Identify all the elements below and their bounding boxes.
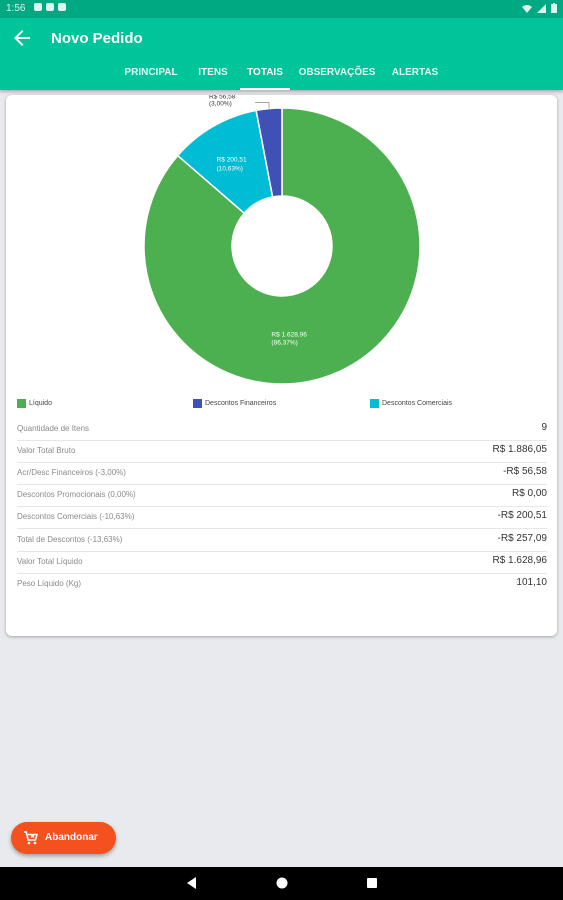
tab-principal[interactable]: PRINCIPAL (124, 67, 178, 78)
nav-recents-icon[interactable] (365, 876, 379, 890)
battery-icon (551, 3, 557, 13)
legend-item-liquido: Líquido (17, 399, 52, 408)
slice-label: R$ 200,51 (217, 157, 247, 164)
page-title: Novo Pedido (51, 30, 143, 47)
tab-bar: PRINCIPAL ITENS TOTAIS OBSERVAÇÕES ALERT… (0, 62, 563, 90)
legend-item-descontos-comerciais: Descontos Comerciais (370, 399, 452, 408)
slice-label: (86,37%) (271, 340, 297, 347)
legend-label: Descontos Financeiros (205, 400, 277, 407)
row-label: Peso Líquido (Kg) (17, 579, 82, 588)
row-label: Total de Descontos (-13,63%) (17, 535, 123, 544)
totals-row-promocionais: Descontos Promocionais (0,00%) R$ 0,00 (17, 484, 547, 507)
notification-icon (34, 3, 42, 11)
slice-label: (10,63%) (217, 166, 243, 173)
abandon-button[interactable]: Abandonar (11, 822, 116, 854)
row-value: -R$ 56,58 (503, 466, 547, 477)
cart-remove-icon (24, 831, 39, 845)
totals-row-quantidade: Quantidade de Itens 9 (17, 418, 547, 441)
row-value: R$ 1.628,96 (492, 555, 548, 566)
row-value: R$ 1.886,05 (492, 444, 548, 455)
notification-icons (34, 3, 66, 11)
legend-item-descontos-financeiros: Descontos Financeiros (193, 399, 276, 408)
legend-swatch (193, 399, 202, 408)
nav-home-icon[interactable] (275, 876, 289, 890)
leader-line (255, 102, 270, 109)
app-bar: Novo Pedido PRINCIPAL ITENS TOTAIS OBSER… (0, 18, 563, 90)
signal-icon (537, 3, 546, 13)
row-label: Descontos Comerciais (-10,63%) (17, 512, 135, 521)
totals-row-bruto: Valor Total Bruto R$ 1.886,05 (17, 440, 547, 463)
totals-row-financeiros: Acr/Desc Financeiros (-3,00%) -R$ 56,58 (17, 462, 547, 485)
tab-observacoes[interactable]: OBSERVAÇÕES (298, 67, 376, 78)
row-value: 9 (541, 422, 547, 433)
tab-alertas[interactable]: ALERTAS (391, 67, 439, 78)
totals-row-peso: Peso Líquido (Kg) 101,10 (17, 573, 547, 595)
row-value: R$ 0,00 (511, 488, 547, 499)
row-label: Descontos Promocionais (0,00%) (17, 490, 136, 499)
row-label: Valor Total Bruto (17, 446, 76, 455)
legend-swatch (17, 399, 26, 408)
row-label: Quantidade de Itens (17, 424, 90, 433)
totals-card: R$ 1.628,96 (86,37%) R$ 200,51 (10,63%) R$ 5… (6, 95, 557, 636)
row-label: Valor Total Líquido (17, 557, 83, 566)
totals-row-liquido: Valor Total Líquido R$ 1.628,96 (17, 551, 547, 574)
pie-slice (255, 107, 283, 198)
totals-row-comerciais: Descontos Comerciais (-10,63%) -R$ 200,5… (17, 506, 547, 529)
notification-icon (46, 3, 54, 11)
arrow-back-icon[interactable] (10, 26, 34, 50)
slice-label: R$ 56,58 (209, 95, 236, 101)
tab-itens[interactable]: ITENS (198, 67, 228, 78)
system-icons (522, 3, 557, 13)
legend-label: Descontos Comerciais (382, 400, 453, 407)
abandon-label: Abandonar (45, 832, 98, 843)
row-value: 101,10 (516, 577, 547, 588)
status-time: 1:56 (6, 3, 26, 14)
totals-row-total-descontos: Total de Descontos (-13,63%) -R$ 257,09 (17, 529, 547, 552)
row-label: Acr/Desc Financeiros (-3,00%) (17, 468, 126, 477)
status-bar: 1:56 (0, 0, 563, 18)
system-nav-bar (0, 867, 563, 900)
legend-label: Líquido (29, 400, 52, 407)
notification-icon (58, 3, 66, 11)
tab-totais[interactable]: TOTAIS (240, 62, 290, 90)
wifi-icon (522, 4, 532, 13)
legend-swatch (370, 399, 379, 408)
row-value: -R$ 257,09 (497, 533, 547, 544)
slice-label: (3,00%) (209, 101, 232, 108)
nav-back-icon[interactable] (185, 876, 199, 890)
pie-slice (143, 107, 421, 385)
slice-label: R$ 1.628,96 (271, 332, 307, 339)
row-value: -R$ 200,51 (497, 510, 547, 521)
donut-chart: R$ 1.628,96(86,37%) R$ 200,51 (10,63%) R$ 5… (143, 95, 421, 385)
